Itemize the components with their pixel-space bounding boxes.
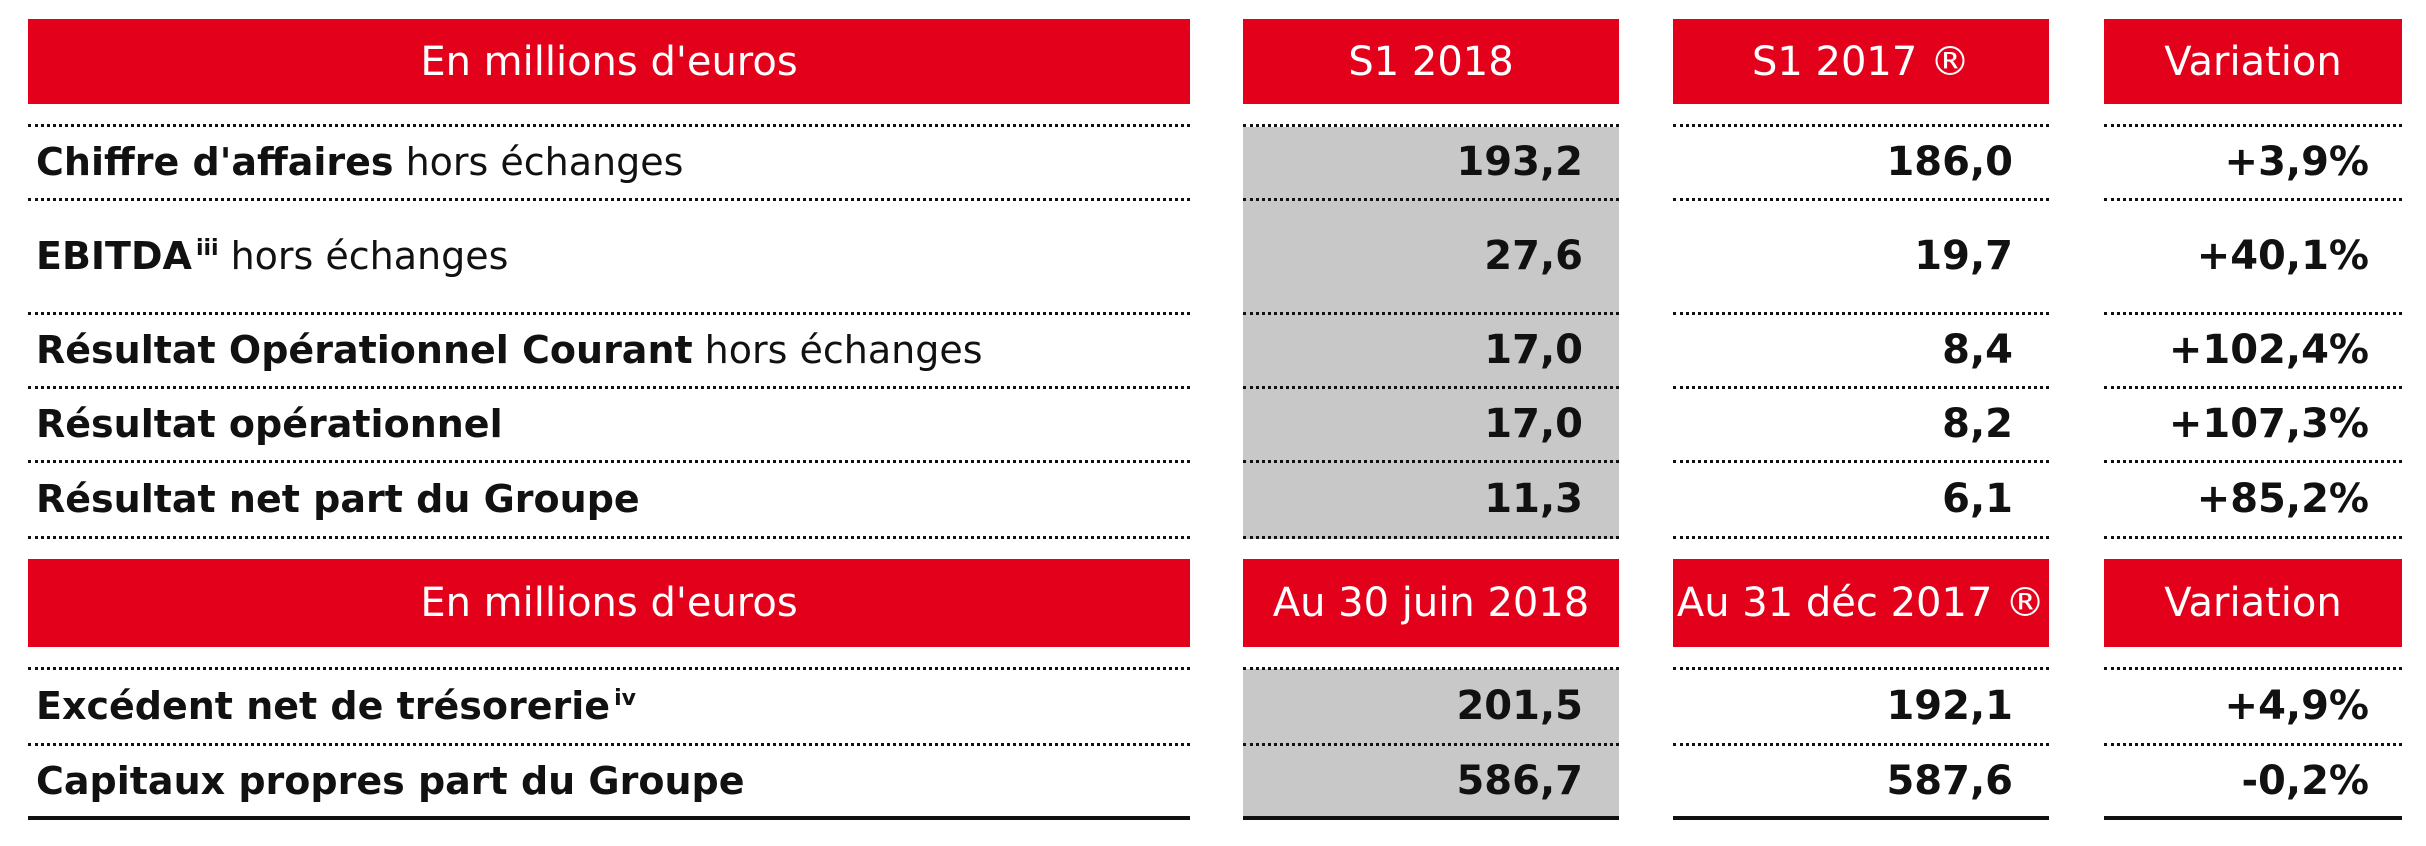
row-separator	[1673, 667, 2049, 670]
value-30-juin-2018: 201,5	[1456, 683, 1583, 729]
header-col-variation-2: Variation	[2104, 559, 2402, 647]
row-separator	[2104, 198, 2402, 201]
header-label-2: En millions d'euros	[28, 559, 1190, 647]
row-separator	[28, 198, 1190, 201]
value-s1-2018: 17,0	[1484, 327, 1583, 373]
table-bottom-rule	[28, 816, 1190, 820]
value-s1-2018: 193,2	[1456, 139, 1583, 185]
row-separator	[2104, 460, 2402, 463]
value-variation: +102,4%	[2168, 327, 2369, 373]
row-separator	[2104, 743, 2402, 746]
row-separator	[1673, 460, 2049, 463]
row-separator	[1243, 743, 1619, 746]
row-label-resultat-operationnel: Résultat opérationnel	[36, 402, 503, 446]
header-col-variation-1: Variation	[2104, 19, 2402, 104]
row-separator	[1673, 198, 2049, 201]
value-variation: +107,3%	[2168, 401, 2369, 447]
row-separator	[1673, 386, 2049, 389]
row-separator	[2104, 386, 2402, 389]
row-separator	[1243, 536, 1619, 539]
value-31-dec-2017: 192,1	[1886, 683, 2013, 729]
row-separator	[2104, 124, 2402, 127]
value-s1-2018: 17,0	[1484, 401, 1583, 447]
value-s1-2018: 11,3	[1484, 476, 1583, 522]
row-separator	[28, 460, 1190, 463]
header-col-s1-2017: S1 2017 ®	[1673, 19, 2049, 104]
value-variation: +40,1%	[2196, 233, 2369, 279]
row-separator	[2104, 312, 2402, 315]
row-separator	[1673, 312, 2049, 315]
row-label-chiffre-affaires: Chiffre d'affaires hors échanges	[36, 140, 684, 184]
row-separator	[1243, 667, 1619, 670]
row-separator	[1673, 536, 2049, 539]
header-col-30-juin-2018: Au 30 juin 2018	[1243, 559, 1619, 647]
value-variation: +3,9%	[2224, 139, 2369, 185]
row-separator	[28, 124, 1190, 127]
value-variation: -0,2%	[2241, 757, 2369, 804]
row-label-excedent-tresorerie: Excédent net de trésorerie iv	[36, 684, 636, 728]
row-separator	[1673, 743, 2049, 746]
value-30-juin-2018: 586,7	[1456, 757, 1583, 804]
row-label-resultat-operationnel-courant: Résultat Opérationnel Courant hors échang…	[36, 328, 983, 372]
row-separator	[28, 536, 1190, 539]
table-bottom-rule	[1243, 816, 1619, 820]
row-label-resultat-net: Résultat net part du Groupe	[36, 477, 640, 521]
table-bottom-rule	[2104, 816, 2402, 820]
row-separator	[28, 386, 1190, 389]
value-s1-2017: 8,4	[1942, 327, 2013, 373]
row-label-ebitda: EBITDA iii hors échanges	[36, 234, 509, 278]
row-separator	[28, 743, 1190, 746]
row-separator	[1243, 198, 1619, 201]
value-s1-2017: 8,2	[1942, 401, 2013, 447]
row-separator	[2104, 667, 2402, 670]
table-bottom-rule	[1673, 816, 2049, 820]
value-s1-2017: 6,1	[1942, 476, 2013, 522]
header-col-31-dec-2017: Au 31 déc 2017 ®	[1673, 559, 2049, 647]
value-31-dec-2017: 587,6	[1886, 757, 2013, 804]
row-separator	[1243, 124, 1619, 127]
row-separator	[1243, 312, 1619, 315]
row-separator	[28, 667, 1190, 670]
row-separator	[28, 312, 1190, 315]
value-s1-2017: 19,7	[1914, 233, 2013, 279]
current-period-highlight-2	[1243, 669, 1619, 816]
row-separator	[1243, 386, 1619, 389]
row-separator	[1243, 460, 1619, 463]
row-separator	[1673, 124, 2049, 127]
value-s1-2017: 186,0	[1886, 139, 2013, 185]
header-col-s1-2018: S1 2018	[1243, 19, 1619, 104]
header-label-1: En millions d'euros	[28, 19, 1190, 104]
value-s1-2018: 27,6	[1484, 233, 1583, 279]
value-variation: +4,9%	[2224, 683, 2369, 729]
row-label-capitaux-propres: Capitaux propres part du Groupe	[36, 758, 745, 803]
current-period-highlight-1	[1243, 127, 1619, 539]
row-separator	[2104, 536, 2402, 539]
value-variation: +85,2%	[2196, 476, 2369, 522]
